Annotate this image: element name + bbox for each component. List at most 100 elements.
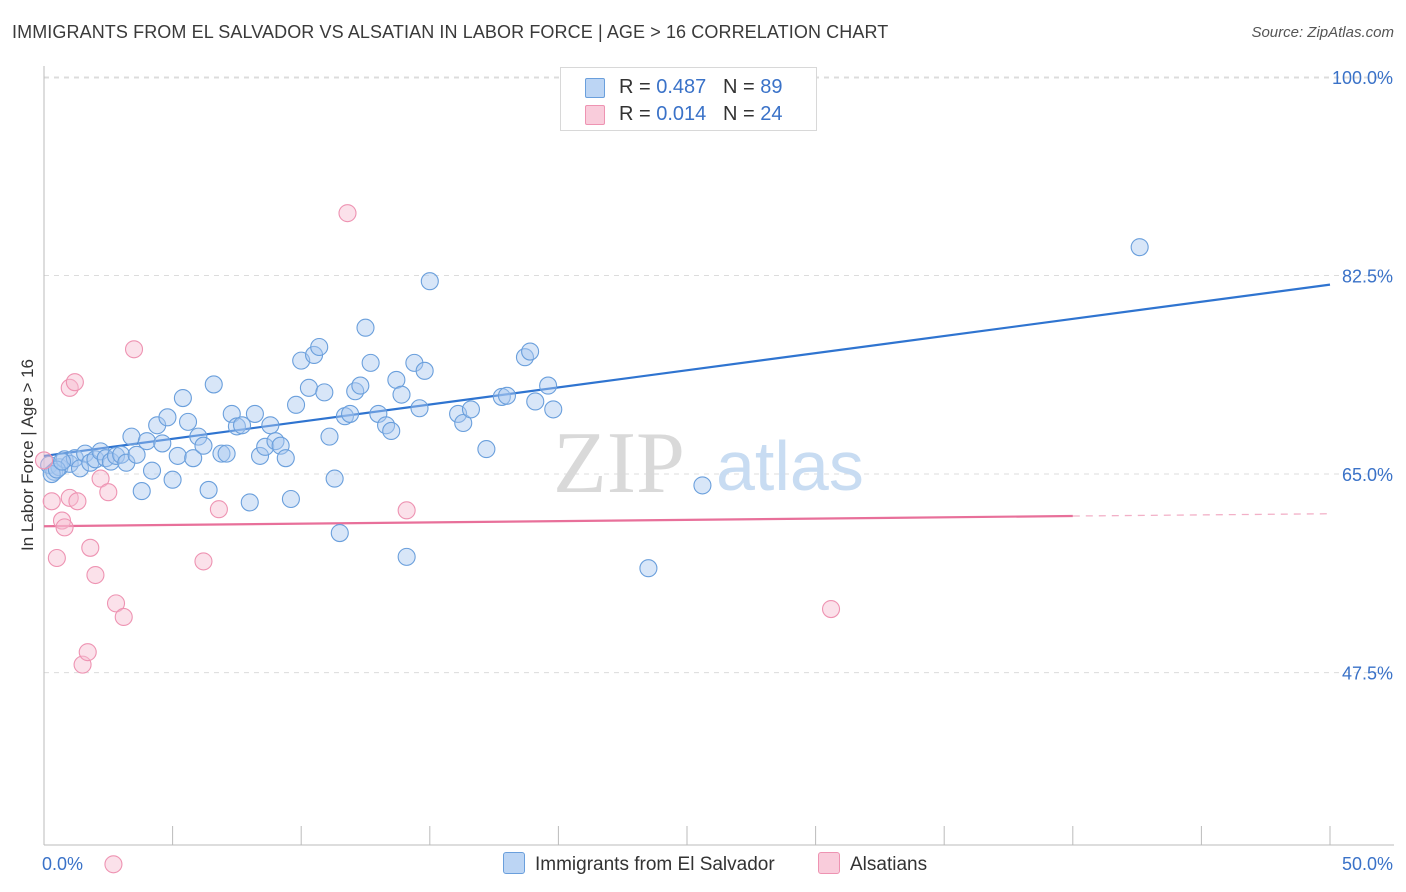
- el-salvador-point-66: [392, 385, 411, 404]
- alsatian-point-13: [91, 469, 110, 488]
- el-salvador-point-57: [341, 404, 360, 423]
- y-axis-title: In Labor Force | Age > 16: [18, 358, 37, 552]
- el-salvador-point-84: [693, 476, 712, 495]
- el-salvador-point-83: [639, 559, 658, 578]
- el-salvador-point-31: [199, 480, 218, 499]
- trend-line-0: [43, 283, 1331, 457]
- legend-swatch-blue: [585, 78, 605, 98]
- el-salvador-point-73: [454, 413, 473, 433]
- alsatian-point-18: [194, 552, 213, 571]
- el-salvador-point-42: [261, 416, 280, 435]
- alsatian-point-4: [55, 518, 74, 537]
- el-salvador-point-7: [76, 444, 95, 463]
- el-salvador-point-88: [52, 452, 72, 471]
- y-tick-label-0: 100.0%: [1332, 68, 1393, 88]
- x-tick-labels: 0.0% 50.0%: [42, 854, 1393, 874]
- el-salvador-point-17: [127, 445, 146, 464]
- el-salvador-point-70: [415, 361, 434, 380]
- alsatian-point-10: [78, 643, 97, 662]
- el-salvador-point-53: [320, 427, 339, 446]
- y-tick-label-2: 65.0%: [1342, 465, 1393, 485]
- el-salvador-point-27: [178, 412, 198, 431]
- el-salvador-point-61: [361, 353, 380, 372]
- alsatian-point-7: [65, 373, 84, 392]
- trend-line-1: [43, 514, 1073, 528]
- el-salvador-point-51: [310, 337, 329, 357]
- el-salvador-point-28: [184, 449, 203, 468]
- el-salvador-point-20: [142, 461, 162, 480]
- legend-pink-r-value: 0.014: [656, 103, 707, 125]
- el-salvador-point-19: [137, 432, 156, 451]
- el-salvador-point-39: [245, 404, 264, 423]
- alsatian-point-21: [397, 501, 416, 520]
- y-tick-label-3: 47.5%: [1342, 664, 1393, 684]
- y-tick-label-1: 82.5%: [1342, 267, 1393, 287]
- alsatian-point-23: [104, 855, 123, 874]
- x-tick-label-1: 50.0%: [1342, 854, 1393, 874]
- el-salvador-point-29: [189, 427, 208, 446]
- el-salvador-point-12: [101, 452, 120, 471]
- el-salvador-point-26: [173, 388, 192, 408]
- legend-pink-r-label: R =: [619, 103, 657, 125]
- el-salvador-point-59: [351, 376, 370, 395]
- alsatian-point-20: [338, 204, 357, 223]
- legend-swatch-pink: [585, 105, 605, 125]
- el-salvador-point-77: [497, 386, 517, 405]
- legend-bottom-swatch-pink: [818, 852, 840, 874]
- el-salvador-point-33: [212, 444, 231, 463]
- legend-blue-r-value: 0.487: [656, 76, 707, 98]
- el-salvador-point-41: [256, 437, 275, 456]
- alsatian-point-16: [114, 607, 133, 627]
- el-salvador-point-45: [276, 449, 295, 468]
- el-salvador-point-60: [356, 318, 375, 337]
- el-salvador-point-55: [330, 523, 349, 543]
- watermark: ZIP atlas: [553, 415, 864, 512]
- trend-lines: [43, 283, 1331, 528]
- el-salvador-point-64: [382, 421, 401, 440]
- el-salvador-point-47: [287, 395, 306, 414]
- el-salvador-point-58: [346, 382, 365, 401]
- el-salvador-point-25: [168, 446, 187, 465]
- el-salvador-point-78: [515, 348, 535, 367]
- el-salvador-point-16: [122, 427, 141, 446]
- legend-pink-n-value: 24: [760, 103, 783, 125]
- legend-label-alsatians: Alsatians: [850, 854, 928, 875]
- legend-blue-n-label: N =: [722, 76, 761, 98]
- correlation-legend: R = 0.487 N = 89 R = 0.014 N = 24: [560, 67, 817, 131]
- chart-title: IMMIGRANTS FROM EL SALVADOR VS ALSATIAN …: [12, 22, 889, 42]
- el-salvador-point-49: [299, 378, 318, 397]
- watermark-atlas: atlas: [716, 427, 864, 505]
- alsatian-point-17: [124, 340, 144, 359]
- alsatian-point-6: [60, 378, 79, 397]
- el-salvador-point-52: [315, 383, 334, 402]
- legend-blue-n-value: 89: [760, 76, 783, 98]
- legend-item-el-salvador: Immigrants from El Salvador: [503, 852, 775, 876]
- el-salvador-point-22: [153, 434, 172, 453]
- alsatian-point-8: [68, 492, 87, 511]
- el-salvador-point-23: [158, 408, 177, 427]
- el-salvador-point-81: [539, 376, 558, 395]
- gridlines: [44, 76, 1394, 674]
- alsatian-point-19: [209, 500, 228, 519]
- data-points: [34, 204, 1149, 874]
- x-tick-label-0: 0.0%: [42, 854, 83, 874]
- legend-label-el-salvador: Immigrants from El Salvador: [535, 854, 775, 875]
- el-salvador-point-75: [477, 440, 496, 459]
- alsatian-point-1: [42, 492, 61, 511]
- series-legend: Immigrants from El Salvador Alsatians: [0, 852, 1406, 878]
- alsatian-point-0: [34, 451, 54, 470]
- el-salvador-point-85: [1130, 238, 1149, 257]
- legend-bottom-swatch-blue: [503, 852, 525, 874]
- el-salvador-point-40: [250, 446, 270, 465]
- el-salvador-point-24: [163, 470, 182, 489]
- legend-blue-r-label: R =: [619, 76, 657, 98]
- legend-item-alsatians: Alsatians: [818, 852, 927, 876]
- y-tick-labels: 100.0% 82.5% 65.0% 47.5%: [1332, 68, 1393, 684]
- el-salvador-point-46: [281, 489, 300, 509]
- trend-line-extension-1: [1072, 513, 1331, 517]
- el-salvador-point-32: [204, 375, 223, 394]
- alsatian-point-11: [81, 538, 100, 557]
- el-salvador-point-67: [397, 547, 416, 566]
- el-salvador-point-30: [194, 436, 213, 455]
